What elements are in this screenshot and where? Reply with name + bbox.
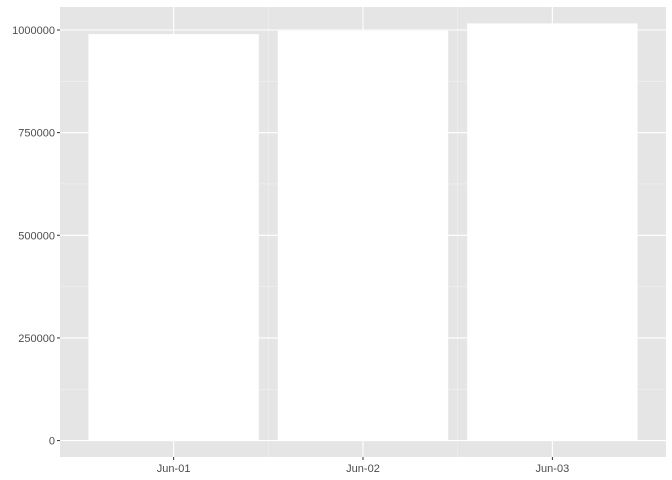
bar-jun-02 <box>277 30 449 441</box>
y-tick-label: 750000 <box>18 128 55 140</box>
bars <box>88 23 638 441</box>
y-tick-label: 1000000 <box>12 25 55 37</box>
y-tick-label: 0 <box>49 436 55 448</box>
bar-jun-03 <box>467 23 638 441</box>
y-tick-label: 500000 <box>18 230 55 242</box>
y-tick-label: 250000 <box>18 333 55 345</box>
x-tick-label: Jun-02 <box>346 463 380 475</box>
bar-jun-01 <box>88 34 259 441</box>
x-tick-label: Jun-03 <box>536 463 570 475</box>
axes: 0 250000 500000 750000 1000000 Jun-01 Jun-02 Ju… <box>12 25 569 475</box>
x-tick-label: Jun-01 <box>157 463 191 475</box>
